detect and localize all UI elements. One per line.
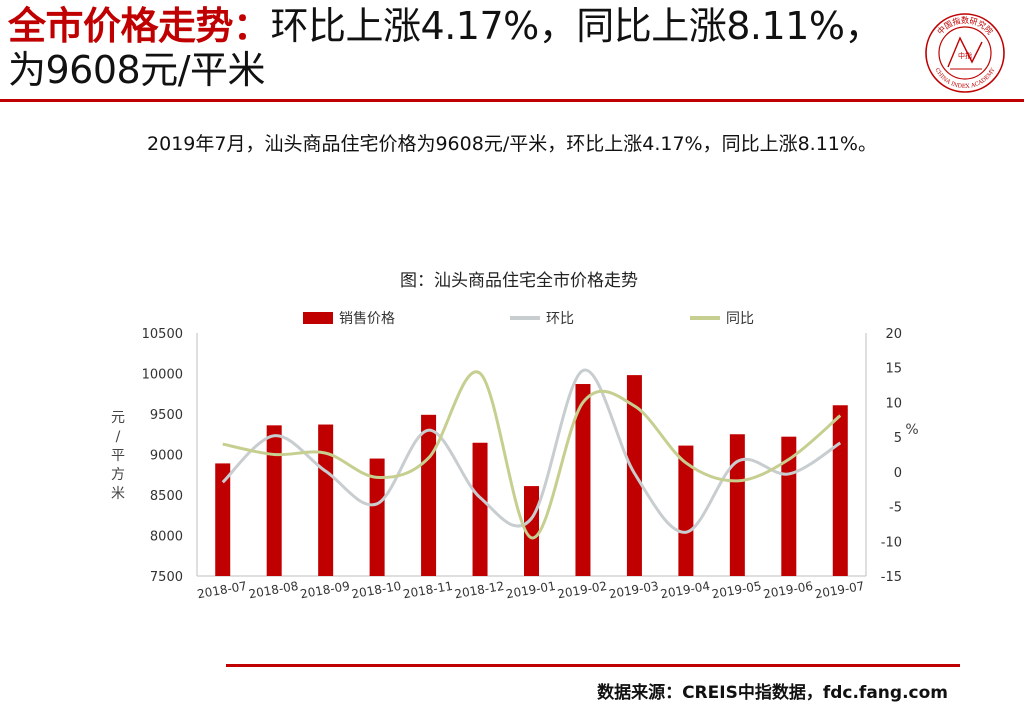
y-tick-right-label: 10 — [885, 396, 902, 411]
mom-line — [221, 368, 842, 534]
y-tick-left-label: 9500 — [150, 408, 183, 423]
y-tick-left-label: 8000 — [150, 530, 183, 545]
page-title: 全市价格走势：环比上涨4.17%，同比上涨8.11%，为9608元/平米 — [8, 4, 888, 92]
x-tick-label: 2019-06 — [762, 579, 814, 601]
price-bar — [369, 458, 385, 576]
y-axis-left-label-char: / — [116, 429, 121, 445]
chart-title: 图：汕头商品住宅全市价格走势 — [400, 271, 638, 291]
y-tick-left-label: 10000 — [142, 368, 183, 383]
price-bar — [318, 424, 334, 576]
title-rest: 环比上涨4.17%，同比上涨8.11%，为9608元/平米 — [8, 4, 882, 92]
y-tick-right-label: -15 — [881, 570, 902, 585]
y-tick-right-label: 20 — [885, 327, 902, 342]
y-tick-left-label: 10500 — [142, 327, 183, 342]
y-tick-right-label: 0 — [894, 466, 902, 481]
price-bar — [266, 425, 282, 576]
price-bar — [421, 414, 437, 576]
y-tick-left-label: 7500 — [150, 570, 183, 585]
x-ticks: 2018-07 2018-08 2018-09 2018-10 2018-11 2018-… — [196, 579, 865, 601]
title-divider — [0, 99, 1024, 102]
price-bars — [215, 375, 848, 576]
price-bar — [215, 463, 231, 576]
price-bar — [472, 442, 488, 576]
legend-label-mom: 环比 — [546, 311, 574, 327]
y-axis-left-label: 元 / 平方米 — [111, 410, 125, 502]
data-source: 数据来源：CREIS中指数据，fdc.fang.com — [597, 683, 948, 703]
price-bar — [729, 434, 745, 576]
x-tick-label: 2018-10 — [351, 579, 403, 601]
legend-swatch-price — [303, 312, 333, 324]
x-tick-label: 2019-07 — [814, 579, 866, 601]
yoy-line — [222, 370, 842, 540]
x-tick-label: 2018-11 — [402, 579, 454, 601]
chart-legend: 销售价格 环比 同比 — [303, 311, 754, 327]
footer-divider — [226, 664, 960, 667]
price-bar — [524, 486, 539, 576]
y-axis-left-label-char: 米 — [111, 486, 125, 502]
y-axis-right-label: % — [905, 422, 918, 438]
y-axis-left-label-char: 平 — [111, 448, 125, 464]
legend-label-price: 销售价格 — [339, 311, 395, 327]
logo-mark: 中指 — [958, 51, 972, 60]
y-tick-right-label: 5 — [894, 431, 902, 446]
china-index-academy-logo: 中国指数研究院 CHINA INDEX ACADEMY 中指 — [925, 13, 1005, 93]
y-tick-left-label: 8500 — [150, 489, 183, 504]
x-tick-label: 2018-12 — [453, 579, 505, 601]
y-ticks-right: -15 -10 -5 0 5 10 15 20 — [881, 327, 902, 585]
price-bar — [832, 405, 848, 576]
x-tick-label: 2018-09 — [299, 579, 351, 601]
price-bar — [575, 384, 591, 576]
y-tick-left-label: 9000 — [150, 449, 183, 464]
x-tick-label: 2018-08 — [248, 579, 300, 601]
summary-text: 2019年7月，汕头商品住宅价格为9608元/平米，环比上涨4.17%，同比上涨… — [147, 133, 877, 155]
x-tick-label: 2019-03 — [608, 579, 660, 601]
y-tick-right-label: 15 — [885, 362, 902, 377]
x-tick-label: 2019-04 — [659, 579, 711, 601]
y-axis-left-label-char: 元 — [111, 410, 125, 426]
y-axis-left-label-char: 方 — [111, 467, 125, 483]
x-tick-label: 2019-05 — [711, 579, 763, 601]
y-tick-right-label: -5 — [889, 501, 902, 516]
x-tick-label: 2019-02 — [556, 579, 608, 601]
x-tick-label: 2018-07 — [196, 579, 248, 601]
price-bar — [678, 445, 694, 576]
legend-label-yoy: 同比 — [726, 311, 754, 327]
title-highlight: 全市价格走势： — [8, 4, 271, 48]
x-tick-label: 2019-01 — [505, 579, 557, 601]
y-tick-right-label: -10 — [881, 535, 902, 550]
y-ticks-left: 7500 8000 8500 9000 9500 10000 10500 — [142, 327, 183, 585]
